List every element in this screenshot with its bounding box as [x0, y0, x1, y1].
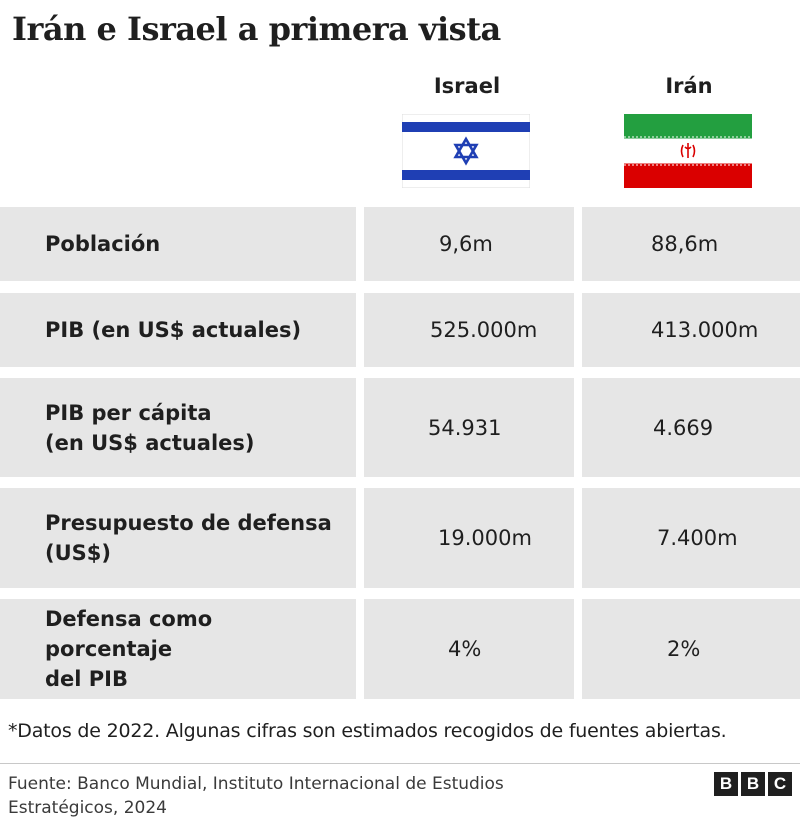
israel-value: 9,6m [439, 232, 493, 256]
row-label-cell: Presupuesto de defensa (US$) [0, 488, 356, 588]
row-label-line: (en US$ actuales) [45, 430, 255, 455]
flag-iran-icon [624, 114, 752, 188]
israel-value-cell: 54.931 [364, 378, 574, 477]
footnote: *Datos de 2022. Algunas cifras son estim… [8, 720, 727, 742]
iran-value: 88,6m [651, 232, 719, 256]
bbc-logo: B B C [714, 772, 792, 796]
column-header-iran: Irán [665, 74, 713, 98]
row-label-cell: PIB (en US$ actuales) [0, 293, 356, 367]
iran-value-cell: 7.400m [582, 488, 800, 588]
iran-value-cell: 4.669 [582, 378, 800, 477]
table-row: PIB (en US$ actuales) 525.000m 413.000m [0, 293, 800, 367]
row-label-cell: Defensa como porcentaje del PIB [0, 599, 356, 699]
row-label: Población [45, 229, 346, 259]
iran-value: 413.000m [651, 318, 759, 342]
row-label-line: Defensa como porcentaje [45, 607, 213, 661]
iran-value-cell: 88,6m [582, 207, 800, 281]
row-label-line: (US$) [45, 541, 111, 565]
israel-value-cell: 19.000m [364, 488, 574, 588]
iran-value-cell: 2% [582, 599, 800, 699]
row-label-line: del PIB [45, 667, 128, 691]
page-title: Irán e Israel a primera vista [12, 10, 501, 48]
table-row: Población 9,6m 88,6m [0, 207, 800, 281]
column-header-israel: Israel [433, 74, 501, 98]
row-label: Defensa como porcentaje del PIB [45, 604, 346, 694]
israel-value-cell: 9,6m [364, 207, 574, 281]
row-label-line: PIB per cápita [45, 400, 212, 425]
divider [0, 763, 800, 764]
row-label-line: Población [45, 232, 161, 256]
logo-letter: B [741, 772, 765, 796]
iran-value: 4.669 [653, 415, 714, 440]
iran-value: 7.400m [657, 526, 738, 550]
row-label-cell: Población [0, 207, 356, 281]
iran-value-cell: 413.000m [582, 293, 800, 367]
row-label: PIB per cápita (en US$ actuales) [45, 398, 346, 458]
flag-israel-icon [402, 114, 530, 188]
israel-value: 525.000m [430, 318, 538, 342]
table-row: Presupuesto de defensa (US$) 19.000m 7.400m [0, 488, 800, 588]
row-label: PIB (en US$ actuales) [45, 315, 346, 345]
row-label: Presupuesto de defensa (US$) [45, 508, 346, 568]
logo-letter: B [714, 772, 738, 796]
table-row: PIB per cápita (en US$ actuales) 54.931 4.6… [0, 378, 800, 477]
table-row: Defensa como porcentaje del PIB 4% 2% [0, 599, 800, 699]
iran-value: 2% [667, 637, 701, 661]
israel-value-cell: 4% [364, 599, 574, 699]
israel-value-cell: 525.000m [364, 293, 574, 367]
row-label-line: PIB (en US$ actuales) [45, 318, 302, 342]
logo-letter: C [768, 772, 792, 796]
row-label-cell: PIB per cápita (en US$ actuales) [0, 378, 356, 477]
row-label-line: Presupuesto de defensa [45, 511, 332, 535]
israel-value: 54.931 [428, 415, 502, 440]
israel-value: 19.000m [438, 526, 532, 550]
source-text: Fuente: Banco Mundial, Instituto Interna… [8, 774, 504, 818]
israel-value: 4% [448, 637, 482, 661]
